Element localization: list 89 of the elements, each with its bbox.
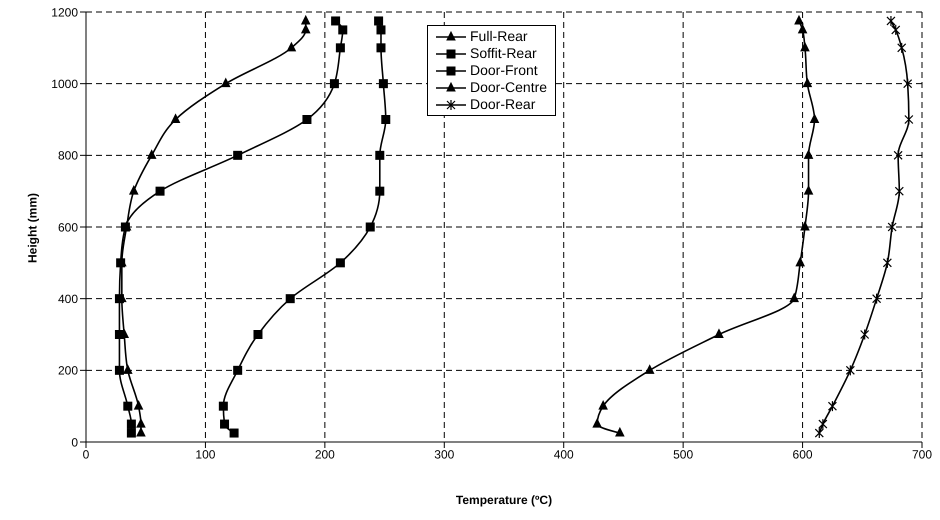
y-axis-title: Height (mm) xyxy=(25,193,40,263)
x-tick-label: 100 xyxy=(195,448,216,462)
x-axis-title: Temperature (ºC) xyxy=(456,493,552,507)
point xyxy=(714,329,724,338)
point xyxy=(903,78,912,90)
point xyxy=(330,79,339,88)
point xyxy=(230,428,239,438)
point xyxy=(147,150,156,159)
point xyxy=(804,186,814,195)
point xyxy=(818,418,828,430)
point xyxy=(114,294,124,304)
point xyxy=(796,257,805,266)
point xyxy=(790,293,799,302)
point xyxy=(336,43,345,52)
point xyxy=(136,418,146,428)
point xyxy=(374,16,384,26)
x-tick-label: 200 xyxy=(314,448,336,462)
legend-label: Door-Centre xyxy=(470,79,548,96)
point xyxy=(860,328,870,340)
y-tick-label: 200 xyxy=(58,364,78,378)
x-tick-label: 300 xyxy=(434,448,455,462)
point xyxy=(378,79,388,88)
point xyxy=(220,420,230,429)
point xyxy=(114,330,124,339)
point xyxy=(882,257,892,268)
point xyxy=(894,150,903,161)
legend-label: Door-Rear xyxy=(470,96,536,113)
y-tick-label: 600 xyxy=(58,220,78,234)
point xyxy=(376,43,386,52)
point xyxy=(286,294,295,304)
x-tick-label: 700 xyxy=(912,448,932,462)
y-tick-label: 1200 xyxy=(51,5,78,20)
point xyxy=(171,114,180,123)
point xyxy=(872,293,882,304)
point xyxy=(126,428,136,438)
point xyxy=(286,42,296,52)
point xyxy=(233,366,242,375)
point xyxy=(301,15,310,24)
y-tick-label: 800 xyxy=(58,148,78,163)
point xyxy=(894,186,904,197)
point xyxy=(331,16,340,26)
point xyxy=(218,402,228,411)
point xyxy=(802,78,812,88)
point xyxy=(381,115,390,124)
point xyxy=(645,364,654,374)
point xyxy=(253,330,262,339)
point xyxy=(366,222,375,232)
point xyxy=(301,24,310,34)
point xyxy=(233,150,242,160)
legend-label: Full-Rear xyxy=(470,28,528,45)
x-tick-label: 600 xyxy=(792,448,813,462)
point xyxy=(134,400,144,410)
point xyxy=(810,114,820,123)
point xyxy=(798,24,808,34)
point xyxy=(794,15,804,24)
point xyxy=(336,258,345,268)
point xyxy=(897,42,906,54)
point xyxy=(846,364,855,376)
x-tick-label: 400 xyxy=(554,448,574,462)
legend-label: Soffit-Rear xyxy=(470,45,537,62)
point xyxy=(800,42,810,52)
point xyxy=(156,186,165,196)
point xyxy=(136,428,146,437)
point xyxy=(804,150,814,159)
point xyxy=(904,114,914,126)
point xyxy=(123,402,132,411)
point xyxy=(221,78,230,88)
point xyxy=(114,366,124,375)
point xyxy=(126,420,136,429)
point xyxy=(338,25,348,34)
x-tick-label: 0 xyxy=(82,448,90,462)
point xyxy=(814,427,824,439)
x-tick-label: 500 xyxy=(673,448,694,462)
y-tick-label: 1000 xyxy=(51,76,78,91)
point xyxy=(615,428,624,437)
point xyxy=(375,150,384,160)
legend-label: Door-Front xyxy=(470,62,538,79)
point xyxy=(598,400,608,410)
point xyxy=(123,364,132,374)
point xyxy=(129,186,138,195)
point xyxy=(376,25,386,34)
point xyxy=(592,418,602,428)
point xyxy=(888,221,897,233)
point xyxy=(302,115,312,124)
point xyxy=(800,222,810,230)
point xyxy=(828,400,838,412)
y-tick-label: 0 xyxy=(71,435,78,450)
y-tick-label: 400 xyxy=(58,292,78,306)
point xyxy=(375,186,384,196)
